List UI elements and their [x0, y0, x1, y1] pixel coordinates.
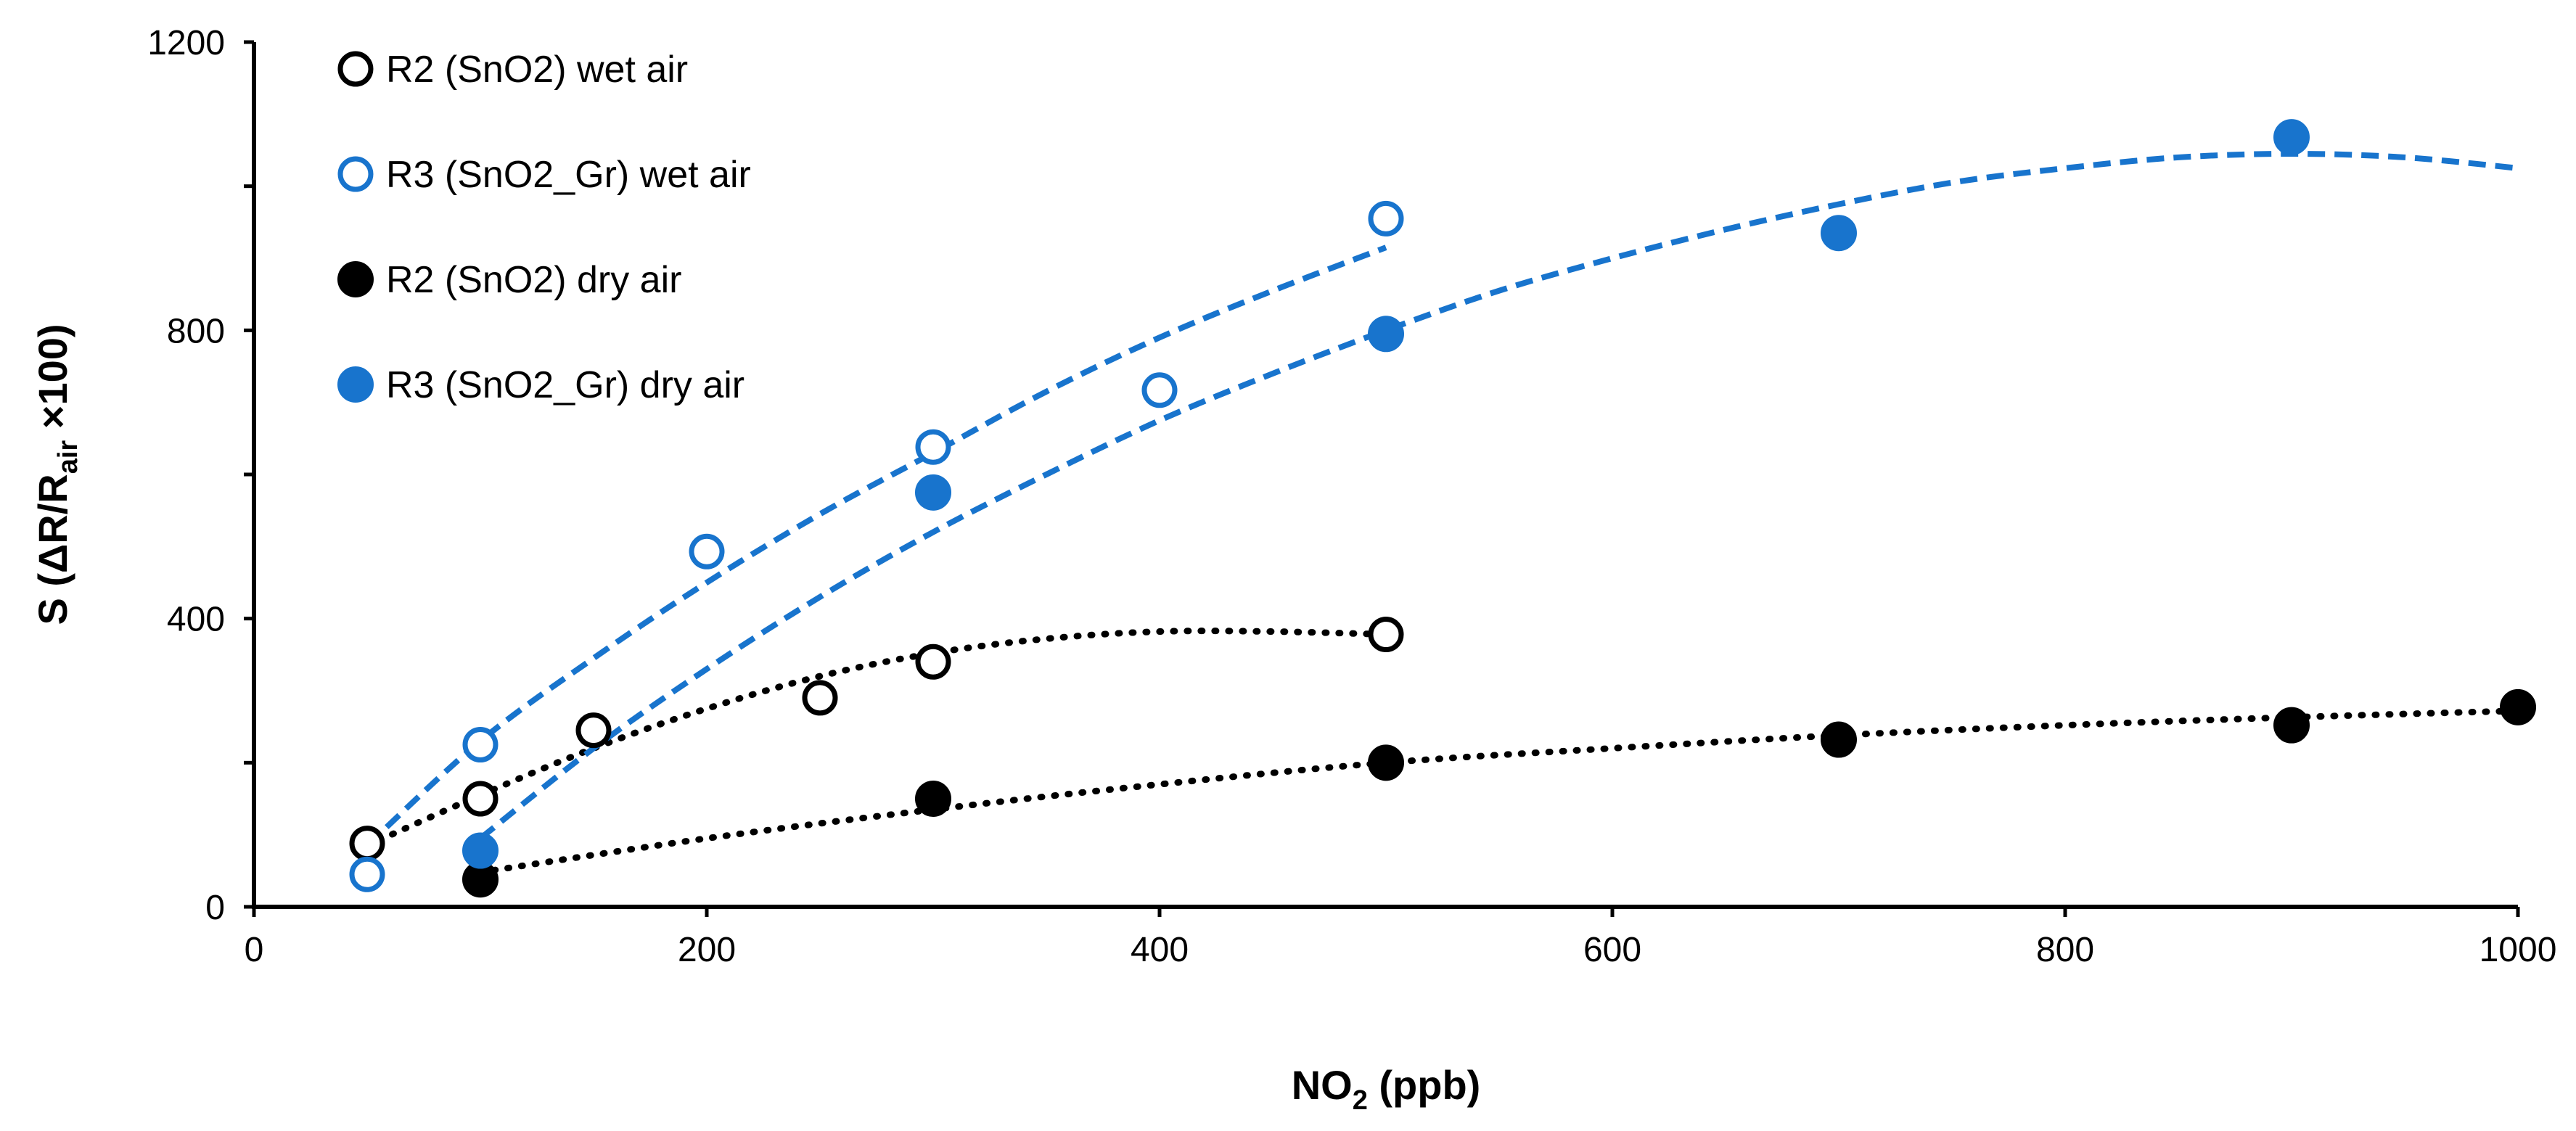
data-point	[462, 781, 499, 817]
data-point	[462, 727, 499, 762]
data-point	[915, 474, 951, 511]
data-point	[349, 826, 385, 862]
data-point	[915, 643, 951, 680]
x-tick-label: 600	[1583, 931, 1641, 969]
trend-line	[364, 628, 1390, 850]
legend-label: R3 (SnO2_Gr) dry air	[386, 364, 745, 406]
data-point	[1368, 316, 1404, 353]
x-tick-label: 800	[2036, 931, 2094, 969]
data-point	[1368, 200, 1404, 237]
trend-line	[365, 244, 1387, 848]
y-tick-label: 1200	[147, 24, 225, 62]
data-point	[2273, 119, 2310, 156]
legend: R2 (SnO2) wet air R3 (SnO2_Gr) wet air R2 …	[337, 49, 751, 406]
data-point	[575, 712, 612, 749]
data-point	[915, 429, 951, 465]
legend-label: R2 (SnO2) wet air	[386, 49, 688, 91]
x-axis-title: NO2 (ppb)	[1292, 1062, 1481, 1116]
data-point	[2273, 707, 2310, 744]
y-tick-label: 0	[205, 889, 225, 927]
legend-label: R2 (SnO2) dry air	[386, 259, 681, 301]
legend-label: R3 (SnO2_Gr) wet air	[386, 154, 751, 196]
data-point	[915, 781, 951, 817]
legend-marker	[337, 51, 374, 87]
y-tick-label: 800	[167, 312, 225, 350]
data-points	[349, 119, 2536, 898]
data-point	[1141, 372, 1178, 408]
legend-marker	[337, 261, 374, 297]
x-tick-label: 0	[245, 931, 264, 969]
data-point	[1821, 721, 1857, 758]
data-point	[1368, 744, 1404, 781]
data-point	[1821, 215, 1857, 252]
ticks: 0 200 400 600 800 1000 0 400 800 1200	[147, 24, 2556, 969]
trend-line	[477, 707, 2522, 876]
trend-lines	[364, 150, 2522, 876]
legend-marker	[337, 366, 374, 403]
y-tick-label: 400	[167, 601, 225, 639]
x-tick-label: 400	[1131, 931, 1189, 969]
trend-line	[478, 150, 2519, 841]
data-point	[349, 856, 385, 892]
data-point	[689, 533, 725, 569]
y-axis-title: S (ΔR/Rair ×100)	[30, 324, 83, 625]
data-point	[1368, 617, 1404, 653]
data-point	[462, 832, 499, 869]
x-tick-label: 1000	[2479, 931, 2557, 969]
data-point	[802, 680, 838, 716]
legend-marker	[337, 156, 374, 192]
x-tick-label: 200	[678, 931, 736, 969]
data-point	[2500, 688, 2536, 725]
